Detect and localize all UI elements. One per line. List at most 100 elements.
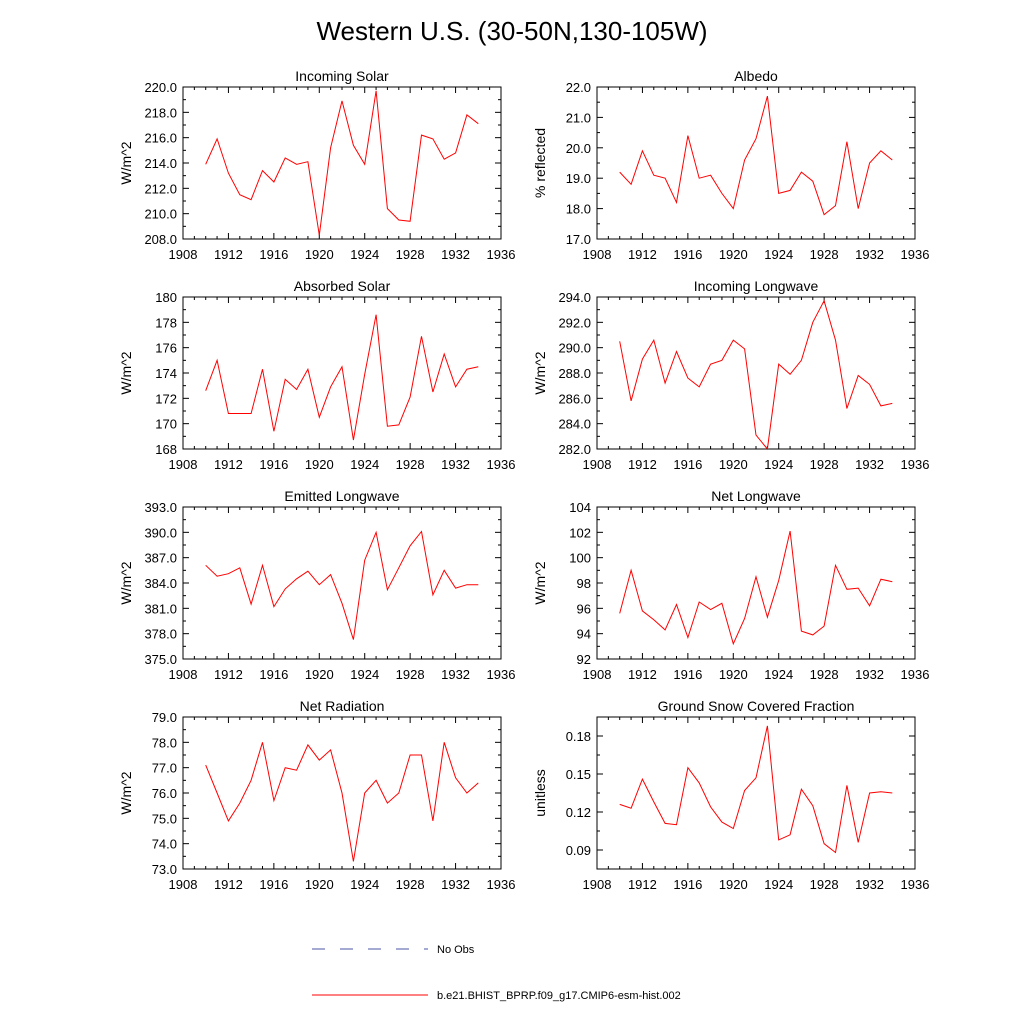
x-tick-label: 1916: [259, 877, 288, 892]
x-tick-label: 1920: [719, 667, 748, 682]
y-tick-label: 74.0: [152, 837, 177, 852]
plot-frame: [596, 296, 916, 450]
x-tick-label: 1924: [350, 247, 379, 262]
series-line-net-longwave: [619, 530, 893, 646]
x-tick-label: 1928: [396, 247, 425, 262]
y-tick-label: 104: [569, 500, 591, 515]
y-tick-label: 92: [577, 652, 591, 667]
x-tick-label: 1920: [305, 667, 334, 682]
y-axis-label: W/m^2: [118, 771, 134, 814]
series-line-incoming-solar: [205, 90, 479, 236]
x-tick-label: 1932: [855, 667, 884, 682]
y-tick-label: 384.0: [144, 576, 177, 591]
series-line-net-radiation: [205, 742, 479, 862]
x-tick-label: 1936: [487, 877, 516, 892]
y-tick-label: 0.12: [566, 805, 591, 820]
y-tick-label: 22.0: [566, 80, 591, 95]
y-tick-label: 98: [577, 576, 591, 591]
x-tick-label: 1936: [901, 457, 930, 472]
series-line-incoming-longwave: [619, 299, 893, 451]
x-tick-label: 1924: [764, 667, 793, 682]
panel-title: Incoming Solar: [295, 68, 389, 84]
y-axis-label: W/m^2: [118, 561, 134, 604]
x-tick-label: 1920: [719, 457, 748, 472]
y-tick-label: 0.09: [566, 843, 591, 858]
y-tick-label: 212.0: [144, 181, 177, 196]
panel-incoming-longwave: Incoming Longwave W/m^2 1908 1912 1916 1920 19…: [532, 278, 929, 472]
legend-label-model: b.e21.BHIST_BPRP.f09_g17.CMIP6-esm-hist.…: [437, 990, 681, 1002]
y-tick-label: 375.0: [144, 652, 177, 667]
legend-label-no-obs: No Obs: [437, 944, 475, 956]
y-axis-label: W/m^2: [118, 141, 134, 184]
x-tick-label: 1912: [214, 877, 243, 892]
legend: No Obs b.e21.BHIST_BPRP.f09_g17.CMIP6-es…: [312, 944, 681, 1002]
panel-albedo: Albedo % reflected 1908 1912 1916 1920 1924 192…: [532, 68, 929, 262]
y-tick-label: 180: [155, 290, 177, 305]
y-tick-label: 76.0: [152, 786, 177, 801]
x-tick-label: 1908: [583, 247, 612, 262]
series-line-ground-snow-covered-fraction: [619, 725, 893, 854]
y-tick-label: 288.0: [558, 366, 591, 381]
x-tick-label: 1936: [487, 667, 516, 682]
series-line-emitted-longwave: [205, 530, 479, 640]
plot-frame: [596, 716, 916, 870]
y-tick-label: 96: [577, 601, 591, 616]
y-tick-label: 220.0: [144, 80, 177, 95]
panel-ground-snow-covered-fraction: Ground Snow Covered Fraction unitless 1908…: [532, 698, 929, 892]
y-axis-label: W/m^2: [532, 561, 548, 604]
y-axis-label: % reflected: [532, 128, 548, 198]
x-tick-label: 1928: [396, 667, 425, 682]
y-tick-label: 0.15: [566, 767, 591, 782]
panel-title: Emitted Longwave: [284, 488, 399, 504]
x-tick-label: 1920: [305, 457, 334, 472]
y-tick-label: 294.0: [558, 290, 591, 305]
x-tick-label: 1932: [855, 457, 884, 472]
x-tick-label: 1924: [350, 877, 379, 892]
x-tick-label: 1916: [259, 247, 288, 262]
x-tick-label: 1908: [169, 457, 198, 472]
x-tick-label: 1916: [673, 877, 702, 892]
y-tick-label: 0.18: [566, 729, 591, 744]
y-axis-label: unitless: [532, 769, 548, 816]
y-tick-label: 18.0: [566, 202, 591, 217]
panel-title: Ground Snow Covered Fraction: [658, 698, 855, 714]
x-tick-label: 1932: [441, 457, 470, 472]
x-tick-label: 1932: [441, 667, 470, 682]
x-tick-label: 1924: [764, 457, 793, 472]
plot-frame: [182, 86, 502, 240]
x-tick-label: 1912: [214, 457, 243, 472]
plot-frame: [596, 506, 916, 660]
y-tick-label: 75.0: [152, 811, 177, 826]
x-tick-label: 1936: [901, 667, 930, 682]
x-tick-label: 1932: [441, 247, 470, 262]
x-tick-label: 1912: [628, 457, 657, 472]
x-tick-label: 1936: [487, 247, 516, 262]
y-tick-label: 170: [155, 417, 177, 432]
figure-title: Western U.S. (30-50N,130-105W): [316, 16, 707, 46]
x-tick-label: 1916: [673, 247, 702, 262]
y-tick-label: 290.0: [558, 341, 591, 356]
y-tick-label: 284.0: [558, 417, 591, 432]
panel-emitted-longwave: Emitted Longwave W/m^2 1908 1912 1916 1920 192…: [118, 488, 515, 682]
panel-absorbed-solar: Absorbed Solar W/m^2 1908 1912 1916 1920 1924 1…: [118, 278, 515, 472]
x-tick-label: 1920: [719, 877, 748, 892]
y-tick-label: 292.0: [558, 315, 591, 330]
plot-frame: [182, 296, 502, 450]
panel-net-radiation: Net Radiation W/m^2 1908 1912 1916 1920 1924 19…: [118, 698, 515, 892]
y-tick-label: 102: [569, 525, 591, 540]
panel-title: Albedo: [734, 68, 778, 84]
x-tick-label: 1928: [810, 247, 839, 262]
y-tick-label: 208.0: [144, 232, 177, 247]
x-tick-label: 1912: [628, 247, 657, 262]
plot-frame: [596, 86, 916, 240]
y-tick-label: 218.0: [144, 105, 177, 120]
x-tick-label: 1936: [901, 877, 930, 892]
y-tick-label: 174: [155, 366, 177, 381]
x-tick-label: 1932: [441, 877, 470, 892]
panel-title: Incoming Longwave: [694, 278, 819, 294]
x-tick-label: 1920: [719, 247, 748, 262]
y-tick-label: 17.0: [566, 232, 591, 247]
y-tick-label: 78.0: [152, 735, 177, 750]
x-tick-label: 1924: [764, 877, 793, 892]
